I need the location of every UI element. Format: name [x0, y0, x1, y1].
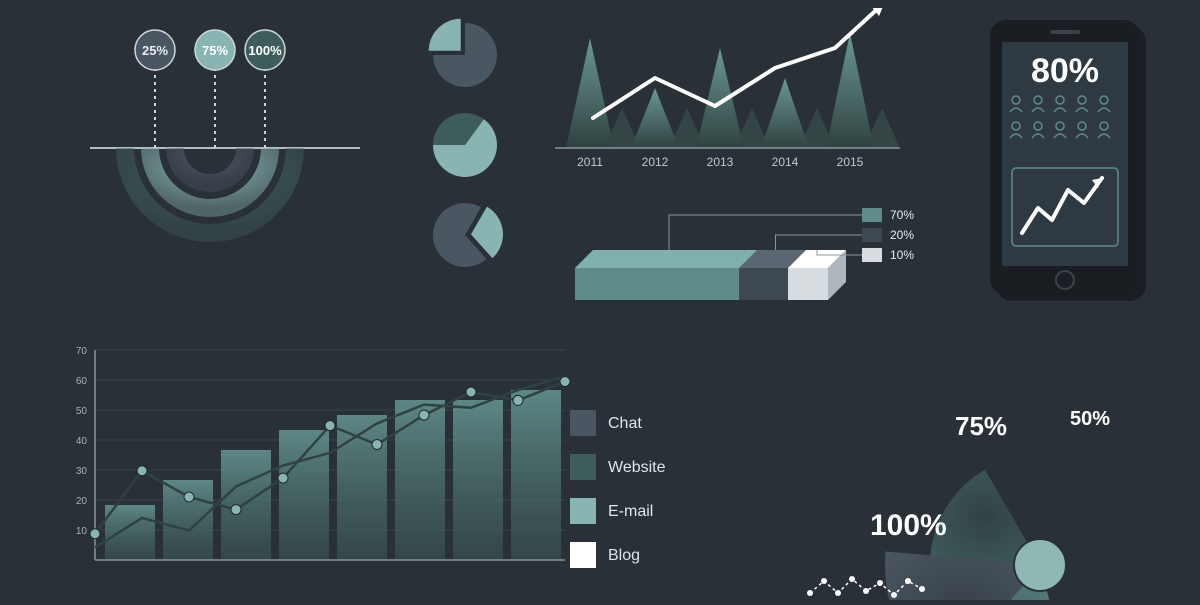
y-tick-label: 70: [76, 346, 88, 357]
legend-swatch: [570, 542, 596, 568]
y-tick-label: 60: [76, 376, 88, 387]
area-bar: [337, 415, 387, 560]
fan-label: 50%: [1070, 408, 1110, 430]
area-bar: [105, 505, 155, 560]
legend-swatch: [570, 454, 596, 480]
radial-progress-chart: 25% 75% 100%: [60, 18, 390, 278]
year-label: 2015: [837, 155, 864, 169]
year-label: 2014: [772, 155, 799, 169]
fan-label: 100%: [870, 509, 947, 542]
radial-arc: [175, 148, 245, 183]
y-tick-label: 10: [76, 526, 88, 537]
area-bar: [453, 400, 503, 560]
fan-label: 75%: [955, 411, 1007, 441]
radial-fan-chart: 100% 75% 50%: [780, 330, 1180, 600]
legend-label: E-mail: [608, 503, 653, 520]
year-label: 2013: [707, 155, 734, 169]
area-bar: [395, 400, 445, 560]
iso-bar: [788, 268, 828, 300]
area-bar: [279, 430, 329, 560]
mountain-peak: [696, 48, 744, 148]
legend-label: Chat: [608, 415, 642, 432]
phone-mockup: 80%: [980, 18, 1155, 308]
iso-bar-label: 10%: [890, 248, 914, 262]
legend-label: Website: [608, 459, 666, 476]
iso-bar: [739, 268, 794, 300]
iso-bar-label: 70%: [890, 208, 914, 222]
radial-pin-label: 75%: [202, 43, 228, 58]
legend-swatch: [570, 498, 596, 524]
isometric-bars: 70% 20% 10%: [555, 195, 955, 325]
area-line-chart: 10 20 30 40 50 60 70: [55, 330, 575, 590]
y-tick-label: 20: [76, 496, 88, 507]
legend: Chat Website E-mail Blog: [570, 400, 720, 590]
pie-charts-column: [410, 15, 520, 285]
mountain-peak: [566, 38, 614, 148]
phone-headline: 80%: [1031, 52, 1099, 90]
radial-pin-label: 25%: [142, 43, 168, 58]
y-tick-label: 30: [76, 466, 88, 477]
year-label: 2012: [642, 155, 669, 169]
pie-slice: [429, 19, 461, 51]
legend-label: Blog: [608, 547, 640, 564]
area-bar: [221, 450, 271, 560]
legend-swatch: [570, 410, 596, 436]
y-tick-label: 50: [76, 406, 88, 417]
y-tick-label: 40: [76, 436, 88, 447]
iso-bar: [575, 268, 745, 300]
area-bar: [511, 390, 561, 560]
mountain-trend-chart: 2011 2012 2013 2014 2015: [555, 8, 925, 183]
year-label: 2011: [577, 155, 603, 169]
mountain-peak: [761, 78, 809, 148]
radial-pin-label: 100%: [248, 43, 282, 58]
iso-bar-label: 20%: [890, 228, 914, 242]
mountain-peak: [631, 88, 679, 148]
